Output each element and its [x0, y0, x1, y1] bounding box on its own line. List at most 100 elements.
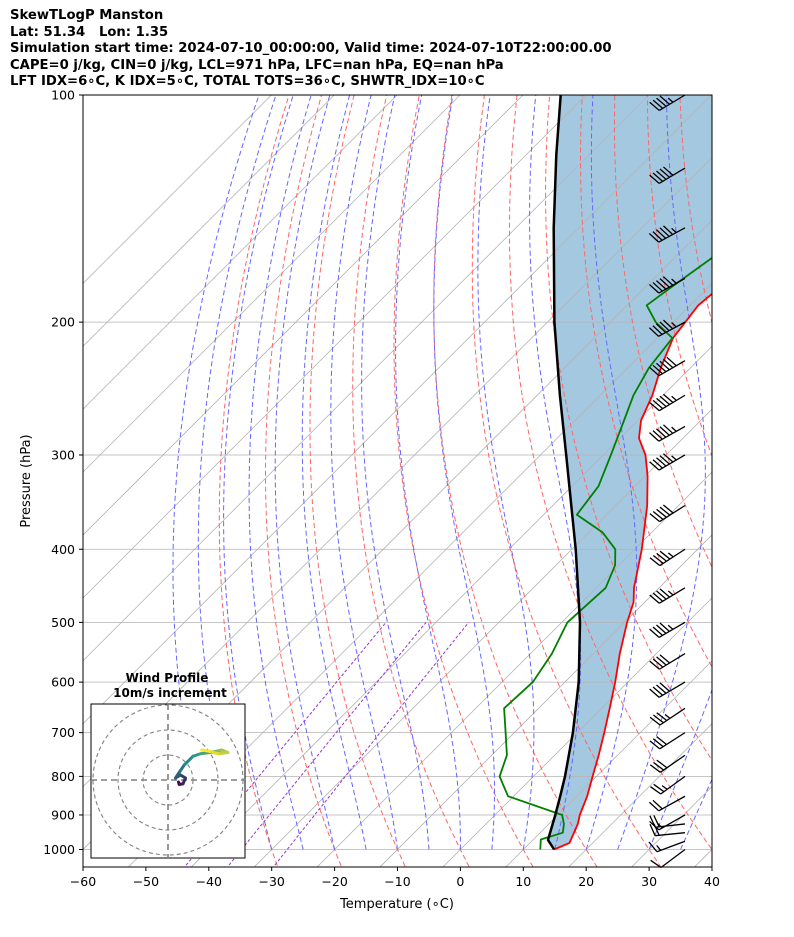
wind-barb-staff [658, 681, 686, 698]
isotherm-line [83, 95, 398, 410]
wind-barb [650, 775, 686, 795]
wind-barb-feather [662, 453, 674, 463]
wind-barb [649, 393, 686, 412]
wind-barb-feather [649, 513, 661, 523]
wind-barb-feather [662, 504, 674, 514]
wind-barb-feather [649, 284, 660, 294]
wind-barb-staff [658, 94, 686, 111]
wind-barb-feather [656, 684, 667, 694]
wind-barb-feather [649, 764, 661, 773]
x-tick-label: −40 [196, 874, 222, 889]
y-tick-label: 600 [51, 675, 75, 690]
wind-barb-feather [656, 97, 667, 107]
dry-adiabat [579, 95, 712, 668]
wind-barb-feather [655, 229, 667, 239]
moist-adiabat [248, 95, 312, 850]
wind-barb [649, 424, 686, 442]
wind-barb [649, 754, 686, 773]
isotherm-line [83, 95, 587, 599]
wind-barb-staff [658, 227, 686, 243]
wind-barb-feather [656, 397, 667, 408]
wind-barb [649, 681, 686, 698]
y-tick-label: 800 [51, 769, 75, 784]
wind-barb [649, 732, 686, 750]
wind-barb-feather [652, 738, 664, 748]
y-axis-label: Pressure (hPa) [19, 434, 34, 527]
wind-barb-staff [655, 823, 686, 828]
wind-barb-half-feather [661, 785, 668, 790]
dry-adiabat [471, 95, 662, 867]
wind-barb-half-feather [656, 845, 662, 851]
chart-title: SkewTLogP Manston [10, 8, 164, 23]
y-tick-label: 500 [51, 615, 75, 630]
wind-barb-feather [649, 628, 660, 638]
wind-barb-feather [649, 101, 660, 111]
wind-barb [648, 319, 686, 337]
cape-area [548, 95, 712, 850]
wind-barb-feather [659, 506, 671, 516]
dry-adiabat [265, 95, 343, 867]
wind-barb [648, 840, 686, 853]
wind-barb [649, 276, 686, 294]
wind-barb-feather [659, 622, 670, 632]
wind-barb-staff [659, 504, 686, 523]
moist-adiabat [301, 95, 367, 850]
wind-barb-feather [652, 282, 663, 292]
moist-adiabat [395, 95, 461, 850]
y-tick-label: 300 [51, 447, 75, 462]
hodograph-segment [200, 748, 211, 753]
dry-adiabat [309, 95, 406, 867]
isotherm-line [127, 282, 712, 867]
wind-barb-feather [648, 841, 658, 853]
dewpoint-line [498, 256, 712, 850]
wind-barb-feather [649, 401, 660, 412]
moist-adiabat [680, 777, 712, 850]
x-tick-label: 40 [704, 874, 720, 889]
moist-adiabat [274, 95, 336, 850]
wind-barb-half-feather [671, 455, 677, 461]
wind-barb-feather [648, 233, 660, 243]
wind-barb-feather [649, 461, 660, 471]
wind-barb-feather [656, 170, 667, 180]
wind-barb-feather [662, 276, 674, 286]
wind-barb-feather [659, 360, 670, 371]
mixing-ratio-line [272, 622, 470, 867]
dry-adiabat [508, 95, 712, 851]
wind-barb-staff [655, 832, 686, 837]
axis-ticks: −60 −50 −40 −30 −20 −10 0 10 20 30 40 1000 900 800 700… [43, 88, 720, 890]
wind-barb [649, 94, 686, 111]
wind-barb [649, 621, 686, 638]
wind-barb-staff [659, 653, 686, 670]
wind-barb-feather [662, 358, 674, 369]
wind-barbs [648, 94, 686, 869]
wind-barb-staff [658, 321, 686, 337]
wind-barb-staff [660, 848, 686, 869]
hodograph-segment [182, 754, 195, 767]
wind-barb-feather [652, 459, 663, 469]
y-tick-label: 100 [51, 88, 75, 103]
cin-shading [548, 95, 712, 850]
wind-barb-staff [660, 775, 686, 795]
parcel-profile-line [546, 95, 582, 851]
dry-adiabat [218, 95, 290, 867]
wind-barb-feather [659, 550, 671, 560]
moist-adiabat [711, 848, 712, 850]
x-axis-label: Temperature (∘C) [339, 897, 454, 912]
wind-barb-staff [658, 167, 686, 184]
wind-barb-half-feather [667, 624, 674, 630]
hodograph-segment [199, 751, 212, 756]
x-tick-label: −30 [259, 874, 285, 889]
wind-barb-feather [659, 426, 670, 436]
wind-barb-feather [656, 712, 668, 722]
moist-adiabat [223, 95, 294, 850]
wind-barb-staff [658, 425, 686, 442]
wind-barb-staff [658, 814, 686, 831]
wind-barb-feather [652, 172, 664, 182]
dry-adiabat [774, 61, 794, 881]
moist-adiabat [172, 95, 260, 850]
chart-header: SkewTLogP Manston Lat: 51.34 Lon: 1.35 S… [10, 8, 612, 91]
wind-barb-feather [649, 366, 660, 377]
wind-barb-feather [663, 319, 674, 330]
isotherm-line [83, 95, 524, 536]
wind-barb-feather [652, 99, 664, 109]
